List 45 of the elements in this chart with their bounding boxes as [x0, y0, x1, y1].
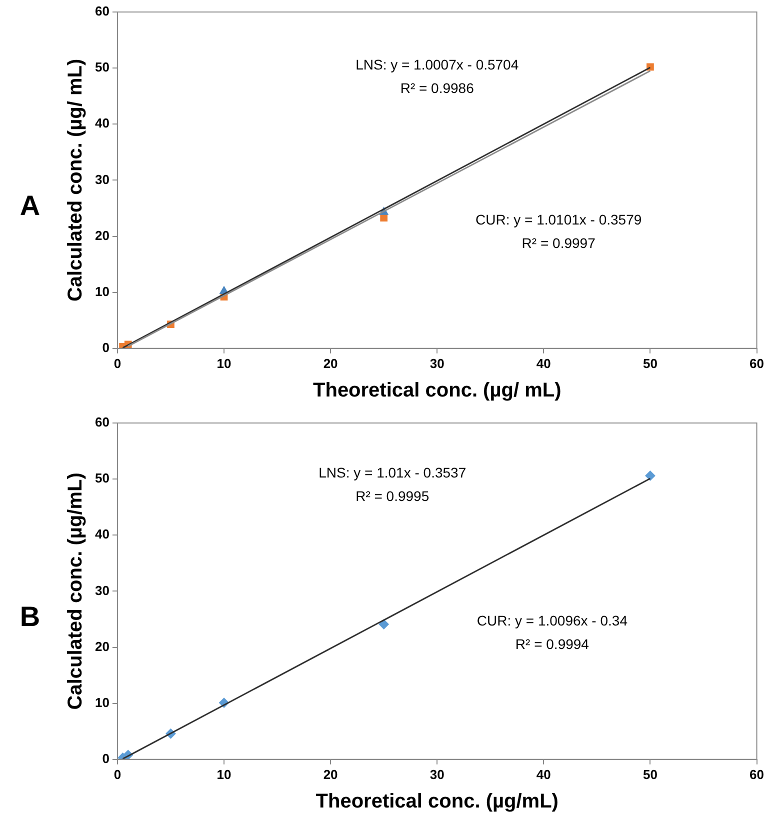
x-tick-label: 20 [323, 356, 338, 371]
x-tick-label: 10 [216, 766, 232, 782]
text: A [20, 190, 40, 221]
y-tick-label: 30 [94, 582, 110, 598]
y-axis-title: Calculated conc. (µg/mL) [64, 472, 87, 710]
annotation: R² = 0.9994 [515, 636, 590, 652]
x-tick-label: 30 [430, 356, 444, 371]
x-tick-label: 0 [114, 356, 122, 371]
x-tick-label: 40 [536, 356, 551, 371]
x-tick-label: 0 [114, 766, 122, 782]
point [645, 470, 656, 481]
annotation: CUR: y = 1.0101x - 0.3579 [476, 211, 642, 228]
x-axis-title: Theoretical conc. (µg/mL) [316, 790, 558, 813]
x-tick-label: 60 [750, 766, 764, 782]
x-tick-label: 20 [323, 766, 338, 782]
y-tick-label: 20 [94, 228, 110, 243]
x-tick-label: 10 [216, 356, 232, 371]
x-axis-title: Theoretical conc. (µg/ mL) [313, 380, 562, 402]
x-tick-label: 40 [536, 766, 551, 782]
x-tick-label: 30 [430, 766, 444, 782]
x-tick-label: 50 [642, 766, 658, 782]
y-tick-label: 50 [94, 60, 110, 75]
x-tick-label: 60 [750, 356, 764, 371]
y-tick-label: 40 [94, 116, 110, 131]
point [380, 214, 388, 222]
y-tick-label: 50 [94, 470, 110, 486]
y-tick-label: 60 [94, 4, 110, 19]
annotation: R² = 0.9995 [356, 488, 430, 504]
annotation: R² = 0.9997 [522, 234, 596, 251]
y-tick-label: 30 [94, 172, 110, 187]
annotation: LNS: y = 1.01x - 0.3537 [318, 464, 466, 480]
y-tick-label: 0 [102, 750, 110, 766]
y-tick-label: 10 [94, 694, 110, 710]
y-tick-label: 60 [94, 414, 110, 430]
annotation: R² = 0.9986 [400, 80, 474, 96]
y-axis-title: Calculated conc. (µg/ mL) [64, 58, 87, 302]
annotation: LNS: y = 1.0007x - 0.5704 [356, 56, 519, 73]
y-tick-label: 20 [94, 638, 110, 654]
text: B [20, 600, 40, 632]
y-tick-label: 0 [102, 340, 110, 355]
y-tick-label: 40 [94, 526, 110, 542]
point [378, 619, 389, 630]
y-tick-label: 10 [94, 284, 110, 299]
x-tick-label: 50 [642, 356, 658, 371]
annotation: CUR: y = 1.0096x - 0.34 [476, 612, 628, 628]
